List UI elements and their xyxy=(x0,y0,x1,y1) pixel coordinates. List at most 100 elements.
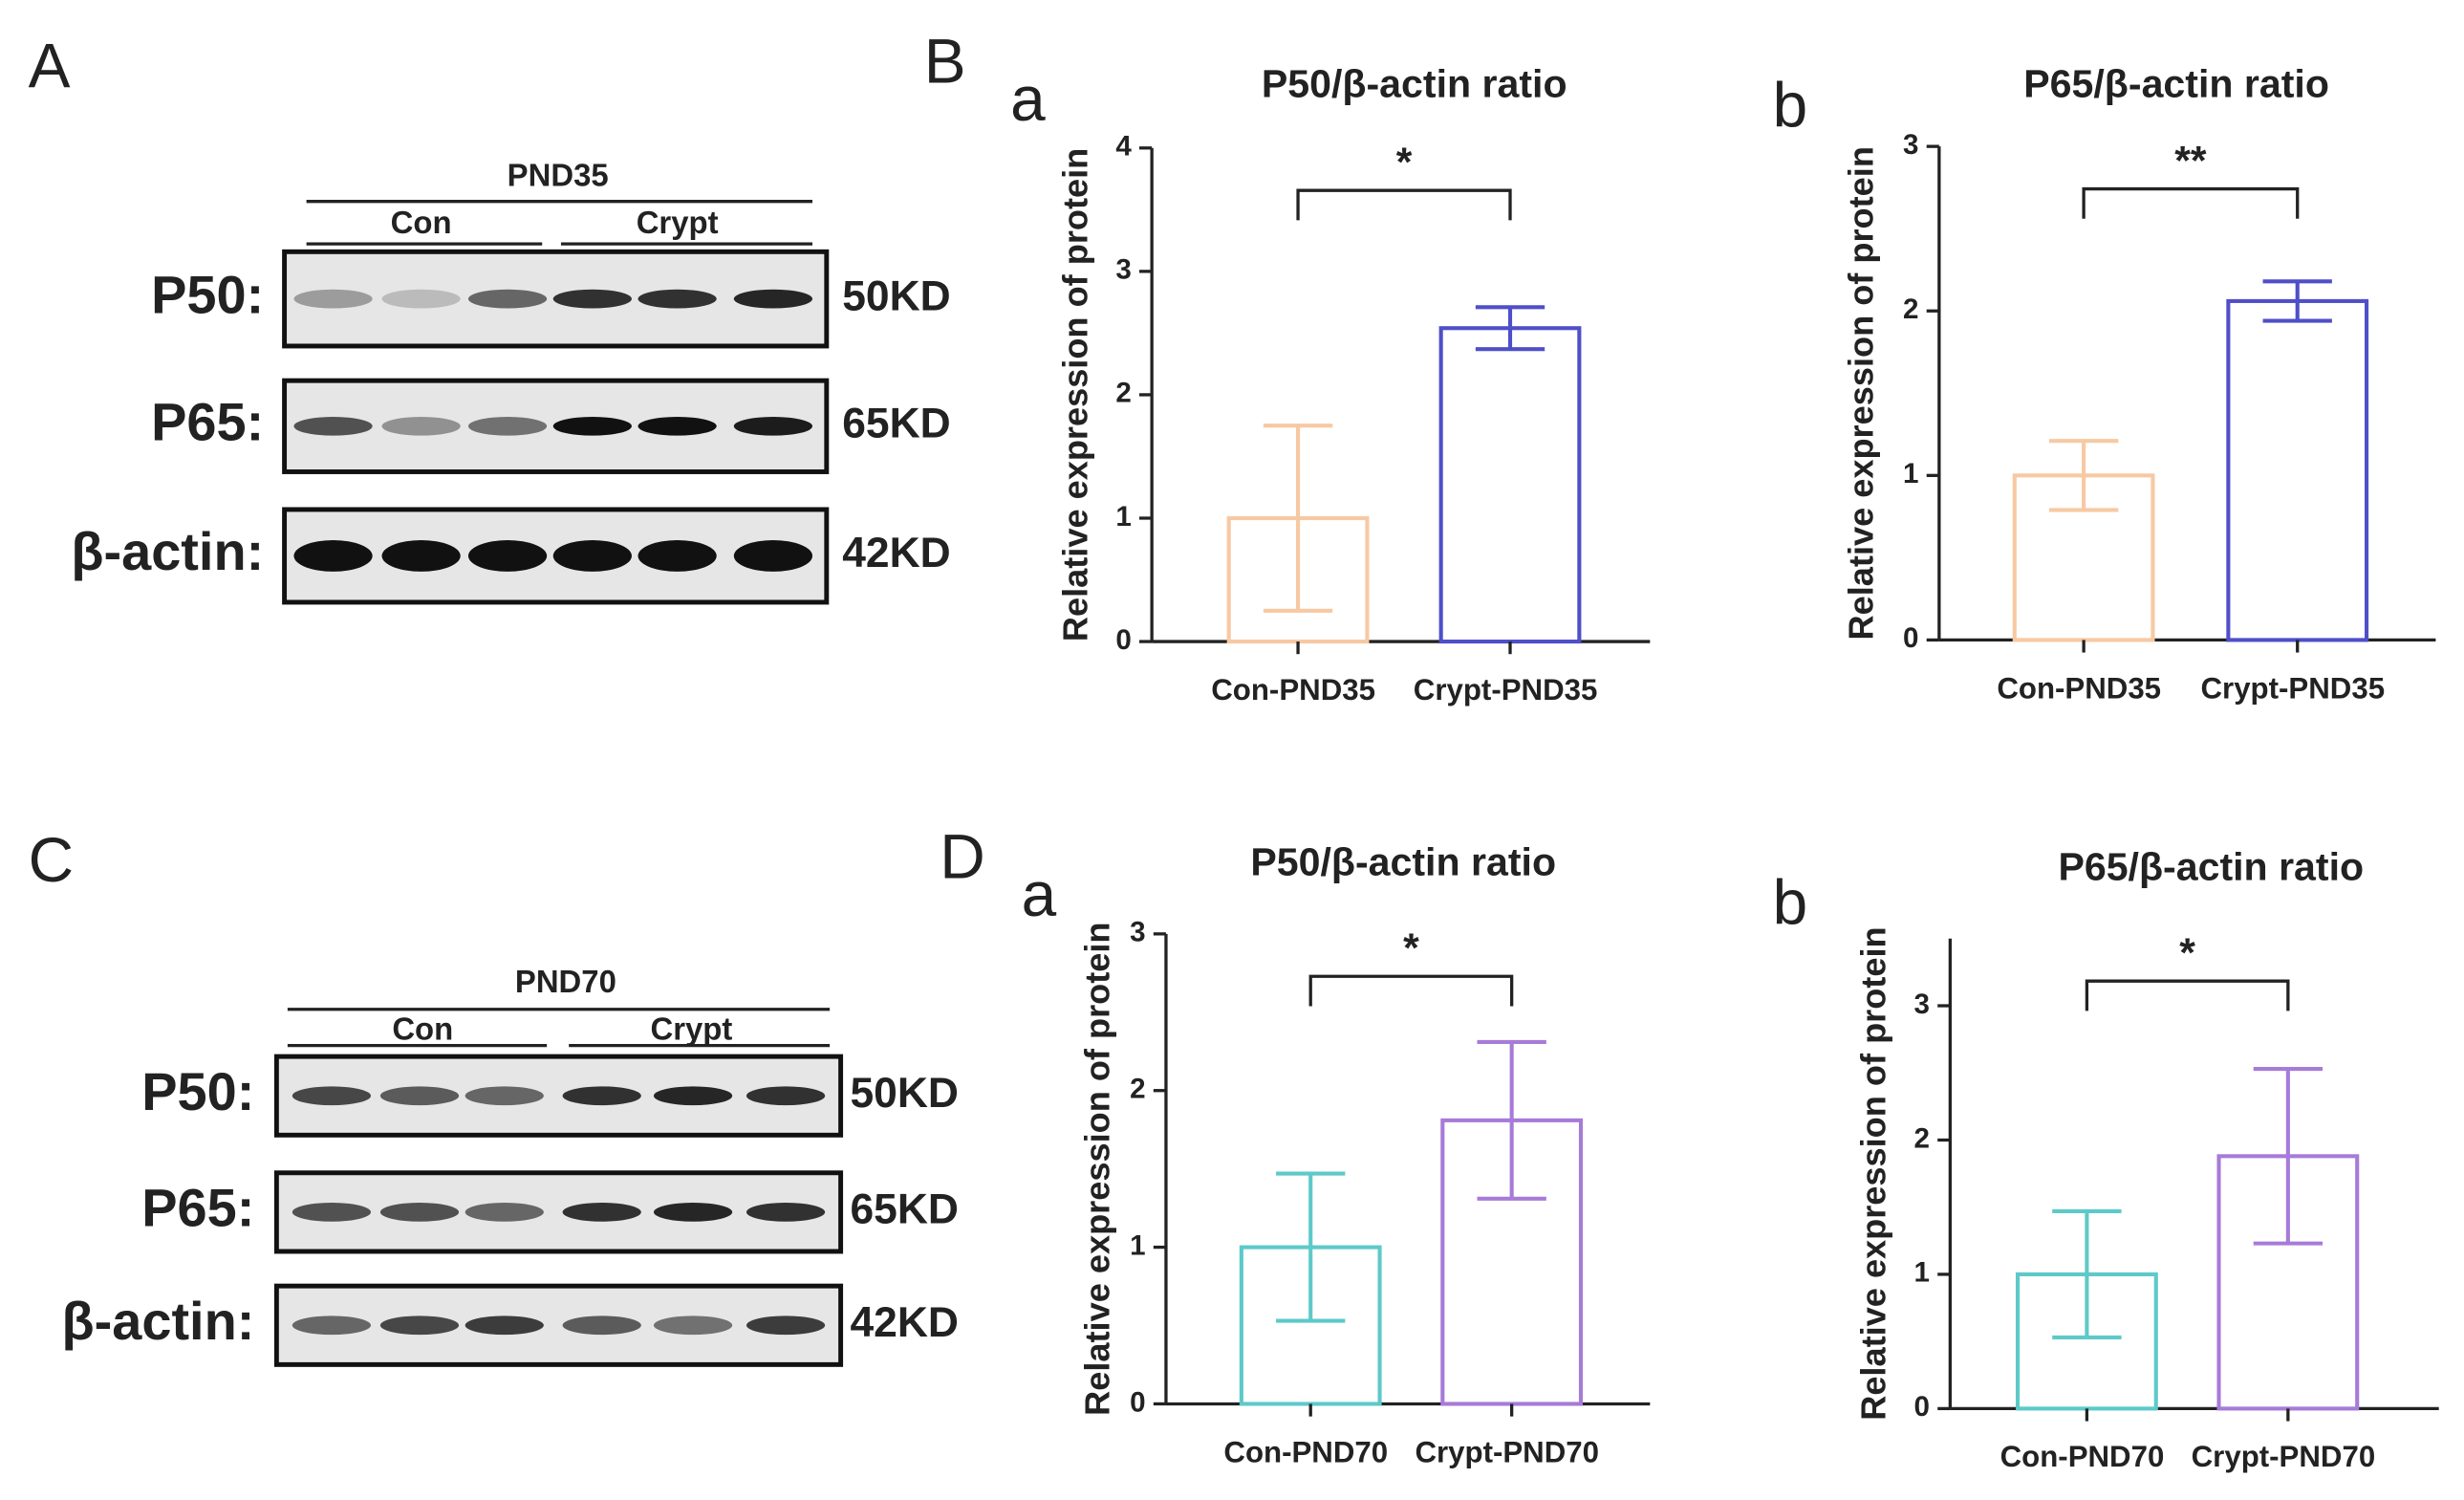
bar xyxy=(2226,298,2369,642)
y-tick-label: 3 xyxy=(1115,254,1131,286)
error-bar xyxy=(2262,279,2332,323)
significance-bracket xyxy=(1296,188,1512,221)
row-label: P50: xyxy=(151,264,264,324)
band xyxy=(467,289,548,309)
error-bar xyxy=(2048,439,2119,512)
band xyxy=(465,1203,544,1222)
y-tick-label: 4 xyxy=(1115,131,1132,163)
significance-label: * xyxy=(1396,140,1413,185)
panel-sublabel: a xyxy=(1010,63,1046,134)
band xyxy=(552,416,632,436)
group-label: PND35 xyxy=(508,158,609,193)
panel-sublabel: b xyxy=(1773,866,1808,937)
error-bar xyxy=(1263,424,1333,613)
band xyxy=(381,416,461,436)
x-tick-label: Con-PND35 xyxy=(1211,673,1375,707)
band xyxy=(562,1086,641,1106)
band xyxy=(293,416,373,436)
significance-label: ** xyxy=(2174,139,2207,185)
subgroup-label: Con xyxy=(391,205,452,240)
chart-title: P50/β-actin ratio xyxy=(1250,839,1556,883)
y-tick-label: 2 xyxy=(1903,293,1918,325)
band xyxy=(552,289,632,309)
y-tick-label: 1 xyxy=(1115,501,1131,533)
band xyxy=(467,540,548,572)
band xyxy=(653,1086,733,1106)
subgroup-label: Con xyxy=(392,1011,453,1046)
error-bar xyxy=(2052,1208,2122,1340)
size-label: 42KD xyxy=(850,1299,958,1346)
x-tick-label: Con-PND70 xyxy=(2000,1440,2165,1473)
band xyxy=(465,1315,544,1336)
band xyxy=(653,1315,733,1336)
error-bar xyxy=(2253,1066,2324,1246)
y-tick-label: 1 xyxy=(1903,458,1918,489)
chart-title: P50/β-actin ratio xyxy=(1262,62,1567,106)
panel-label: B xyxy=(924,26,966,97)
band xyxy=(746,1315,826,1336)
band xyxy=(562,1315,641,1336)
significance-bracket xyxy=(2085,979,2290,1011)
band xyxy=(379,1086,460,1106)
band xyxy=(552,540,632,572)
y-axis-label: Relative expression of protein xyxy=(1854,926,1893,1420)
y-tick-label: 2 xyxy=(1130,1074,1145,1105)
band xyxy=(638,540,717,572)
size-label: 50KD xyxy=(842,272,950,319)
x-tick-label: Crypt-PND35 xyxy=(2201,671,2386,705)
significance-bracket xyxy=(1308,974,1514,1007)
y-tick-label: 2 xyxy=(1914,1122,1930,1154)
x-tick-label: Crypt-PND35 xyxy=(1414,673,1598,707)
y-tick-label: 3 xyxy=(1914,989,1930,1020)
row-label: β-actin: xyxy=(71,521,264,581)
row-label: P50: xyxy=(141,1061,254,1121)
size-label: 65KD xyxy=(842,401,950,447)
y-tick-label: 3 xyxy=(1903,129,1918,161)
x-tick-label: Crypt-PND70 xyxy=(1415,1435,1599,1468)
band xyxy=(379,1203,460,1222)
band xyxy=(381,289,461,309)
error-bar xyxy=(1475,305,1545,352)
chart-title: P65/β-actin ratio xyxy=(2023,62,2329,106)
x-tick-label: Crypt-PND70 xyxy=(2192,1440,2376,1473)
size-label: 65KD xyxy=(850,1186,958,1233)
panel-label: C xyxy=(29,824,74,895)
row-label: P65: xyxy=(141,1178,254,1238)
group-label: PND70 xyxy=(515,964,616,999)
subgroup-label: Crypt xyxy=(637,205,719,240)
y-tick-label: 1 xyxy=(1914,1257,1930,1289)
y-tick-label: 3 xyxy=(1130,917,1145,948)
band xyxy=(746,1203,826,1222)
band xyxy=(653,1203,733,1222)
band xyxy=(292,1086,372,1106)
error-bar xyxy=(1477,1039,1546,1201)
panel-sublabel: a xyxy=(1022,859,1057,929)
panel-label: D xyxy=(940,821,984,892)
band xyxy=(733,540,813,572)
band xyxy=(293,540,373,572)
significance-bracket xyxy=(2082,186,2300,219)
panel-label: A xyxy=(29,31,71,101)
band xyxy=(638,289,717,309)
band xyxy=(293,289,373,309)
size-label: 50KD xyxy=(850,1070,958,1117)
band xyxy=(379,1315,460,1336)
band xyxy=(467,416,548,436)
size-label: 42KD xyxy=(842,530,950,576)
y-axis-label: Relative expression of protein xyxy=(1055,148,1094,641)
band xyxy=(292,1203,372,1222)
y-tick-label: 0 xyxy=(1903,622,1918,654)
error-bar xyxy=(1276,1171,1346,1323)
band xyxy=(638,416,717,436)
y-tick-label: 1 xyxy=(1130,1229,1145,1261)
row-label: P65: xyxy=(151,392,264,452)
y-axis-label: Relative expression of protein xyxy=(1077,922,1116,1415)
band xyxy=(292,1315,372,1336)
y-tick-label: 0 xyxy=(1130,1386,1145,1418)
panel-sublabel: b xyxy=(1773,70,1808,141)
y-tick-label: 0 xyxy=(1914,1391,1930,1423)
band xyxy=(381,540,461,572)
y-tick-label: 0 xyxy=(1115,624,1131,656)
x-tick-label: Con-PND70 xyxy=(1223,1435,1388,1468)
